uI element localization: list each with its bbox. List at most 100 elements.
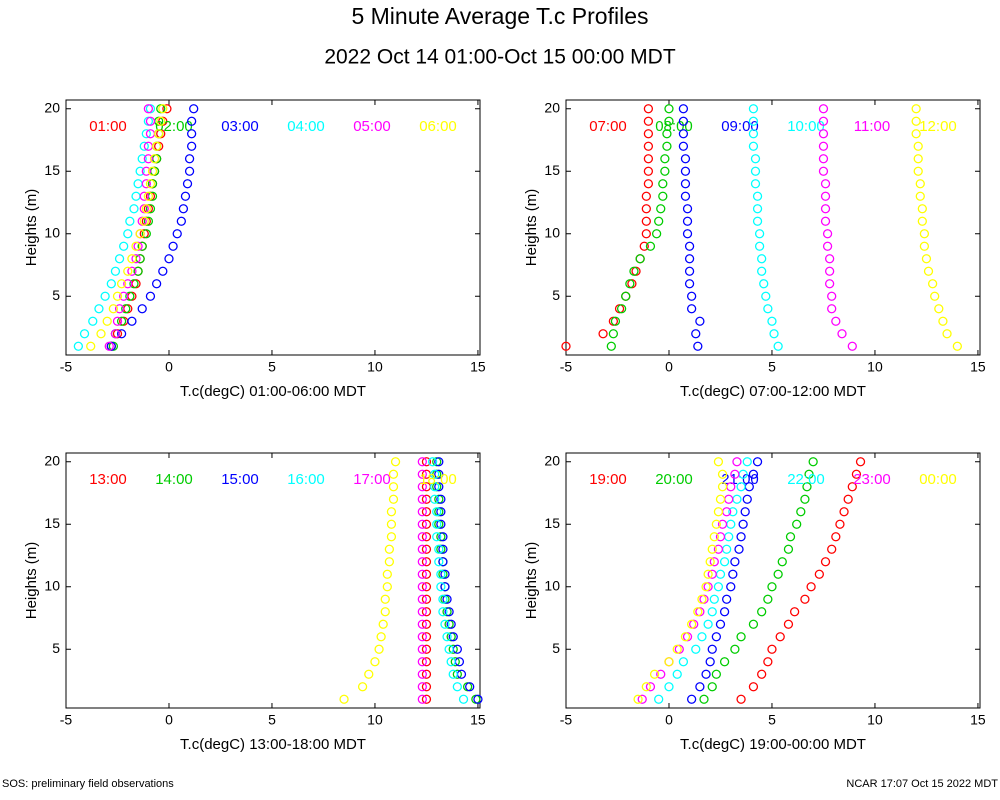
point	[434, 457, 444, 467]
point	[693, 341, 703, 351]
point	[88, 316, 98, 326]
point	[123, 279, 133, 289]
point	[143, 216, 154, 226]
point	[438, 607, 448, 617]
point	[448, 669, 458, 679]
point	[186, 129, 197, 139]
point	[641, 229, 651, 239]
point	[664, 104, 674, 114]
subtitle: 2022 Oct 14 01:00-Oct 15 00:00 MDT	[324, 46, 676, 69]
point	[388, 494, 399, 504]
point	[143, 154, 154, 164]
point	[339, 694, 349, 704]
point	[719, 557, 730, 567]
point	[719, 657, 730, 667]
point	[440, 619, 450, 629]
point	[186, 141, 197, 151]
point	[388, 469, 399, 479]
point	[446, 619, 456, 629]
point	[382, 582, 392, 592]
point	[703, 619, 713, 629]
point	[757, 254, 767, 264]
point	[430, 469, 440, 479]
legend-label: 11:00	[854, 118, 890, 135]
point	[417, 507, 427, 517]
y-tick-label: 5	[52, 287, 60, 303]
point	[417, 632, 427, 642]
point	[639, 241, 649, 251]
y-tick-label: 15	[44, 162, 60, 178]
point	[135, 166, 145, 176]
point	[86, 341, 96, 351]
point	[417, 657, 427, 667]
point	[835, 519, 845, 529]
point	[114, 304, 125, 314]
legend-label: 05:00	[353, 118, 391, 135]
point	[820, 191, 831, 201]
point	[135, 229, 145, 239]
y-tick-label: 5	[552, 287, 560, 303]
point	[139, 216, 149, 226]
point	[176, 216, 186, 226]
point	[728, 569, 738, 579]
point	[742, 494, 752, 504]
point	[452, 682, 462, 692]
point	[436, 582, 446, 592]
point	[930, 291, 940, 301]
point	[625, 279, 635, 289]
point	[125, 291, 135, 301]
point	[158, 266, 168, 276]
point	[736, 694, 746, 704]
point	[822, 241, 833, 251]
point	[110, 329, 121, 339]
x-tick-label: 10	[367, 359, 383, 375]
point	[184, 154, 195, 164]
point	[684, 279, 695, 289]
point	[742, 457, 752, 467]
point	[125, 216, 135, 226]
point	[127, 254, 137, 264]
point	[450, 657, 460, 667]
point	[748, 619, 759, 629]
point	[911, 129, 921, 139]
point	[616, 304, 627, 314]
footer-right: NCAR 17:07 Oct 15 2022 MDT	[846, 778, 998, 790]
point	[732, 457, 742, 467]
point	[773, 569, 783, 579]
point	[952, 341, 962, 351]
point	[102, 316, 112, 326]
point	[440, 569, 450, 579]
point	[417, 457, 427, 467]
point	[421, 669, 432, 679]
point	[763, 304, 773, 314]
point	[662, 141, 672, 151]
point	[806, 582, 816, 592]
point	[748, 682, 759, 692]
y-tick-label: 15	[544, 162, 560, 178]
point	[750, 154, 761, 164]
point	[116, 316, 127, 326]
point	[561, 341, 571, 351]
point	[701, 582, 711, 592]
point	[923, 266, 934, 276]
point	[141, 166, 151, 176]
point	[915, 191, 925, 201]
point	[364, 669, 374, 679]
point	[417, 519, 427, 529]
point	[110, 266, 121, 276]
point	[598, 329, 608, 339]
point	[637, 694, 647, 704]
point	[608, 329, 619, 339]
y-axis-label: Heights (m)	[523, 542, 540, 620]
point	[722, 544, 732, 554]
point	[783, 544, 794, 554]
point	[417, 669, 427, 679]
point	[715, 494, 726, 504]
point	[421, 694, 432, 704]
point	[919, 229, 930, 239]
point	[707, 644, 717, 654]
point	[695, 316, 705, 326]
point	[384, 557, 395, 567]
point	[145, 179, 156, 189]
point	[750, 166, 761, 176]
